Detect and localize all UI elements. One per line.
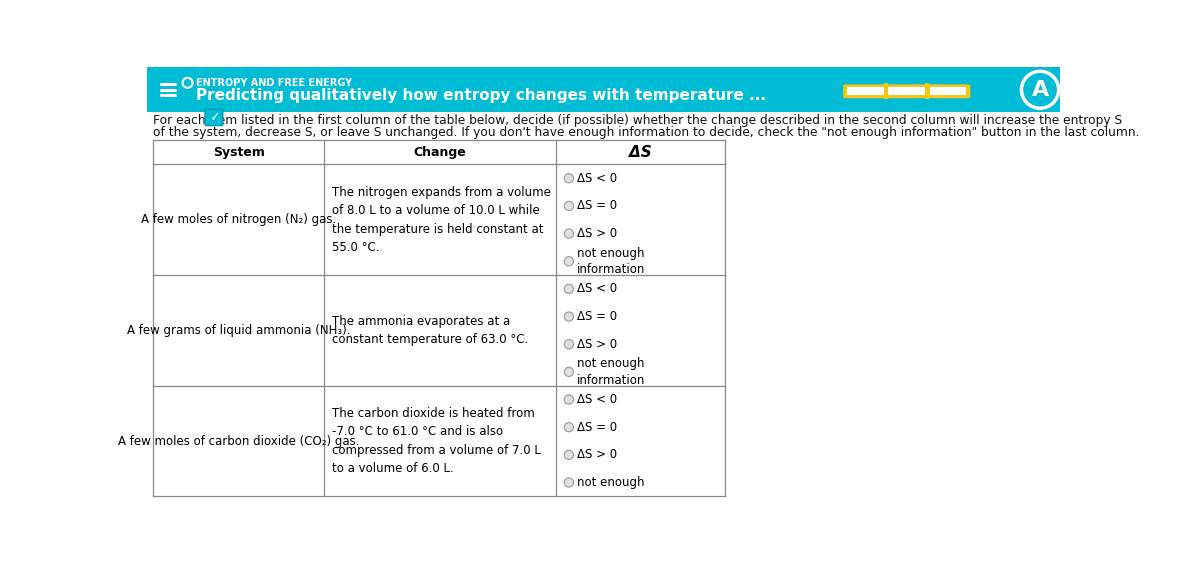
Text: ΔS > 0: ΔS > 0 bbox=[577, 338, 617, 351]
Text: Change: Change bbox=[413, 146, 466, 158]
Text: A: A bbox=[1032, 80, 1048, 100]
Text: ΔS < 0: ΔS < 0 bbox=[577, 283, 617, 296]
Text: System: System bbox=[213, 146, 265, 158]
Text: ΔS > 0: ΔS > 0 bbox=[577, 448, 617, 461]
Text: ΔS = 0: ΔS = 0 bbox=[577, 310, 617, 323]
Text: not enough
information: not enough information bbox=[577, 247, 646, 276]
FancyBboxPatch shape bbox=[147, 67, 1060, 112]
Text: ✓: ✓ bbox=[209, 111, 219, 124]
Text: ENTROPY AND FREE ENERGY: ENTROPY AND FREE ENERGY bbox=[196, 78, 352, 88]
Circle shape bbox=[564, 339, 574, 349]
Circle shape bbox=[564, 312, 574, 321]
Text: not enough
information: not enough information bbox=[577, 357, 646, 387]
Text: A few moles of carbon dioxide (CO₂) gas.: A few moles of carbon dioxide (CO₂) gas. bbox=[118, 434, 359, 447]
Circle shape bbox=[564, 423, 574, 432]
Text: The ammonia evaporates at a
constant temperature of 63.0 °C.: The ammonia evaporates at a constant tem… bbox=[332, 315, 528, 346]
FancyBboxPatch shape bbox=[843, 84, 971, 98]
FancyBboxPatch shape bbox=[205, 110, 223, 125]
FancyBboxPatch shape bbox=[888, 88, 925, 95]
Circle shape bbox=[564, 201, 574, 211]
Text: A few moles of nitrogen (N₂) gas.: A few moles of nitrogen (N₂) gas. bbox=[141, 213, 337, 226]
Text: ΔS = 0: ΔS = 0 bbox=[577, 421, 617, 434]
Text: ΔS < 0: ΔS < 0 bbox=[577, 172, 617, 185]
Text: For each item listed in the first column of the table below, decide (if possible: For each item listed in the first column… bbox=[153, 114, 1123, 126]
Text: The carbon dioxide is heated from
-7.0 °C to 61.0 °C and is also
compressed from: The carbon dioxide is heated from -7.0 °… bbox=[332, 407, 541, 475]
Circle shape bbox=[564, 478, 574, 487]
Circle shape bbox=[564, 229, 574, 238]
Circle shape bbox=[564, 174, 574, 183]
Text: ΔS: ΔS bbox=[629, 144, 651, 160]
Text: The nitrogen expands from a volume
of 8.0 L to a volume of 10.0 L while
the temp: The nitrogen expands from a volume of 8.… bbox=[332, 185, 550, 254]
Circle shape bbox=[564, 450, 574, 460]
FancyBboxPatch shape bbox=[929, 88, 966, 95]
Text: A few grams of liquid ammonia (NH₃).: A few grams of liquid ammonia (NH₃). bbox=[127, 324, 350, 337]
Text: ΔS < 0: ΔS < 0 bbox=[577, 393, 617, 406]
Circle shape bbox=[564, 395, 574, 404]
Text: Predicting qualitatively how entropy changes with temperature ...: Predicting qualitatively how entropy cha… bbox=[196, 88, 766, 103]
FancyBboxPatch shape bbox=[847, 88, 884, 95]
Text: ΔS > 0: ΔS > 0 bbox=[577, 227, 617, 240]
Text: ΔS = 0: ΔS = 0 bbox=[577, 200, 617, 212]
Text: not enough: not enough bbox=[577, 476, 644, 489]
Text: of the system, decrease S, or leave S unchanged. If you don't have enough inform: of the system, decrease S, or leave S un… bbox=[153, 126, 1140, 139]
Circle shape bbox=[564, 257, 574, 266]
Circle shape bbox=[564, 367, 574, 377]
Circle shape bbox=[564, 284, 574, 293]
